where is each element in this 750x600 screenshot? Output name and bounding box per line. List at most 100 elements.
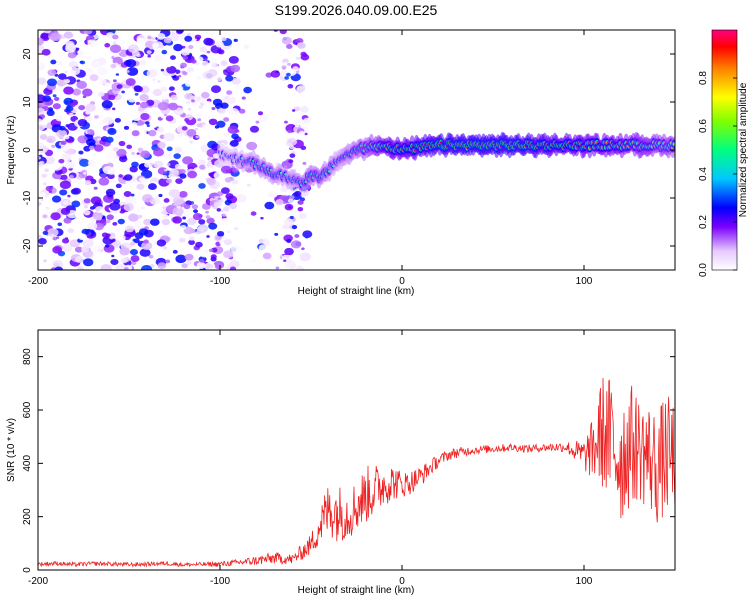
heatmap-noise-cell — [126, 144, 133, 150]
heatmap-noise-cell — [223, 250, 234, 259]
heatmap-noise-cell — [184, 117, 190, 122]
heatmap-noise-cell — [131, 130, 140, 137]
colorbar-tick-label: 0.4 — [698, 167, 709, 181]
heatmap-noise-cell — [38, 118, 43, 124]
heatmap-noise-cell — [44, 168, 49, 173]
heatmap-noise-cell — [176, 205, 181, 209]
heatmap-noise-cell — [282, 67, 286, 70]
heatmap-noise-cell — [215, 41, 224, 48]
heatmap-noise-cell — [189, 33, 197, 39]
heatmap-noise-cell — [206, 217, 215, 225]
heatmap-noise-cell — [164, 168, 168, 172]
heatmap-noise-cell — [234, 227, 239, 231]
heatmap-noise-cell — [100, 173, 107, 179]
figure-title: S199.2026.040.09.00.E25 — [275, 2, 438, 18]
heatmap-noise-cell — [275, 199, 284, 206]
heatmap-noise-cell — [181, 48, 191, 56]
bottom-y-axis: 0 200 400 600 800 — [22, 348, 675, 573]
heatmap-noise-cell — [197, 179, 203, 184]
y-tick-label: -10 — [22, 190, 33, 205]
heatmap-noise-cell — [292, 49, 303, 58]
heatmap-noise-cell — [94, 144, 104, 152]
heatmap-noise-cell — [113, 99, 118, 103]
heatmap-noise-cell — [243, 44, 249, 49]
y-tick-label: 20 — [22, 48, 33, 60]
heatmap-noise-cell — [152, 171, 160, 178]
heatmap-noise-cell — [284, 62, 288, 66]
bottom-x-axis: -200 -100 0 100 — [28, 330, 593, 587]
heatmap-noise-cell — [95, 215, 103, 221]
heatmap-noise-cell — [95, 94, 100, 98]
heatmap-noise-cell — [209, 57, 218, 64]
heatmap-noise-cell — [257, 114, 268, 122]
heatmap-noise-cell — [213, 201, 222, 208]
heatmap-noise-cell — [165, 115, 174, 122]
heatmap-noise-cell — [296, 42, 306, 50]
heatmap-noise-cell — [98, 177, 110, 186]
heatmap-noise-cell — [98, 78, 107, 85]
heatmap-noise-cell — [67, 228, 74, 234]
heatmap-noise-cell — [188, 236, 195, 241]
heatmap-noise-cell — [208, 222, 218, 230]
heatmap-noise-cell — [44, 206, 55, 215]
heatmap-noise-cell — [168, 86, 175, 91]
heatmap-noise-cell — [198, 159, 206, 166]
heatmap-noise-cell — [303, 117, 311, 124]
heatmap-noise-cell — [160, 115, 165, 119]
heatmap-noise-cell — [252, 259, 257, 263]
heatmap-noise-cell — [119, 164, 129, 172]
heatmap-noise-cell — [136, 183, 145, 190]
heatmap-noise-cell — [76, 50, 84, 57]
heatmap-noise-cell — [38, 201, 42, 206]
heatmap-noise-cell — [220, 209, 224, 213]
heatmap-noise-cell — [57, 79, 67, 87]
heatmap-noise-cell — [166, 65, 177, 74]
heatmap-noise-cell — [124, 266, 129, 270]
heatmap-noise-cell — [78, 233, 87, 241]
heatmap-noise-cell — [132, 208, 141, 215]
heatmap-noise-cell — [112, 146, 119, 152]
heatmap-noise-cell — [222, 213, 227, 217]
heatmap-noise-cell — [138, 228, 149, 236]
y-tick-label: 800 — [22, 348, 33, 365]
heatmap-noise-cell — [50, 32, 62, 42]
heatmap-noise-cell — [163, 132, 175, 142]
heatmap-noise-cell — [51, 162, 63, 171]
heatmap-noise-cell — [229, 266, 237, 270]
heatmap-noise-cell — [285, 72, 291, 77]
heatmap-noise-cell — [59, 189, 68, 196]
heatmap-noise-cell — [125, 196, 137, 206]
heatmap-noise-cell — [68, 61, 78, 68]
heatmap-noise-cell — [65, 161, 75, 169]
heatmap-noise-cell — [297, 206, 304, 212]
heatmap-noise-cell — [148, 209, 157, 215]
heatmap-noise-cell — [143, 218, 152, 226]
heatmap-noise-cell — [183, 138, 194, 147]
heatmap-noise-cell — [175, 178, 183, 185]
heatmap-noise-cell — [152, 88, 163, 97]
colorbar-label: Normalized spectral amplitude — [738, 82, 749, 217]
heatmap-noise-cell — [85, 103, 96, 112]
heatmap-noise-cell — [131, 50, 140, 57]
heatmap-noise-cell — [60, 51, 65, 56]
heatmap-noise-cell — [117, 102, 124, 108]
heatmap-noise-cell — [210, 254, 217, 259]
heatmap-noise-cell — [40, 198, 44, 202]
bottom-y-axis-label: SNR (10 * v/v) — [6, 418, 17, 482]
heatmap-noise-cell — [243, 86, 252, 94]
heatmap-noise-cell — [131, 152, 135, 155]
heatmap-noise-cell — [196, 226, 206, 234]
heatmap-noise-cell — [294, 190, 302, 197]
heatmap-noise-cell — [39, 192, 46, 198]
colorbar-frame — [711, 29, 738, 271]
heatmap-noise-cell — [83, 30, 93, 35]
heatmap-noise-cell — [220, 165, 232, 174]
heatmap-noise-cell — [284, 76, 290, 80]
heatmap-noise-cell — [283, 242, 288, 246]
heatmap-noise-cell — [160, 86, 168, 92]
heatmap-noise-cell — [279, 30, 287, 35]
heatmap-noise-cell — [157, 101, 169, 111]
heatmap-noise-cell — [229, 260, 240, 269]
heatmap-noise-cell — [38, 37, 44, 46]
heatmap-noise-cell — [38, 265, 41, 269]
